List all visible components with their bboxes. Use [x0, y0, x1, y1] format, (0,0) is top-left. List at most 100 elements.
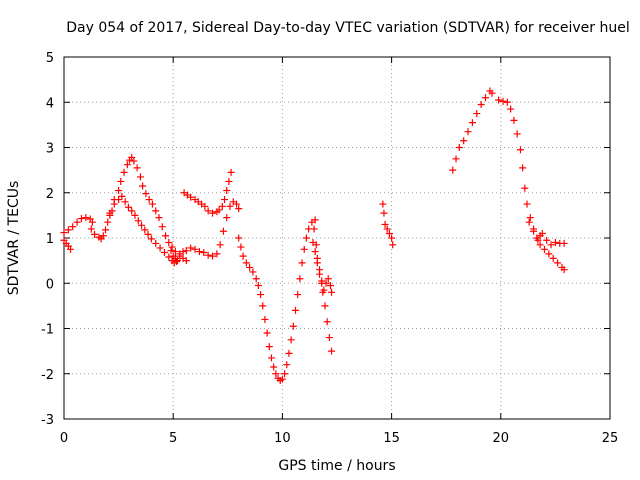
data-point-marker: [77, 215, 85, 223]
data-point-marker: [204, 207, 212, 215]
data-point-marker: [507, 105, 515, 113]
data-point-marker: [323, 318, 331, 326]
data-point-marker: [69, 223, 77, 231]
data-point-marker: [219, 227, 227, 235]
data-point-marker: [464, 128, 472, 136]
data-point-marker: [259, 302, 267, 310]
data-point-marker: [296, 275, 304, 283]
x-tick-label: 25: [602, 431, 619, 446]
data-point-marker: [270, 363, 278, 371]
data-point-marker: [201, 202, 209, 210]
data-point-marker: [254, 282, 262, 290]
data-point-marker: [526, 214, 534, 222]
data-point-marker: [313, 259, 321, 267]
data-point-marker: [473, 110, 481, 118]
data-point-marker: [182, 257, 190, 265]
data-point-marker: [488, 89, 496, 97]
data-point-marker: [115, 196, 123, 204]
data-point-marker: [67, 245, 75, 253]
data-point-marker: [191, 245, 199, 253]
data-point-marker: [162, 232, 170, 240]
data-point-marker: [449, 166, 457, 174]
data-point-marker: [521, 184, 529, 192]
data-point-marker: [123, 161, 131, 169]
data-point-marker: [133, 164, 141, 172]
data-point-marker: [218, 202, 226, 210]
data-point-marker: [543, 236, 551, 244]
data-point-marker: [235, 234, 243, 242]
data-point-marker: [148, 200, 156, 208]
data-point-marker: [104, 218, 112, 226]
data-point-marker: [128, 153, 136, 161]
data-point-marker: [130, 157, 138, 165]
data-point-marker: [235, 205, 243, 213]
data-point-marker: [545, 250, 553, 258]
data-point-marker: [152, 239, 160, 247]
data-point-marker: [221, 196, 229, 204]
data-point-marker: [525, 218, 533, 226]
data-point-marker: [87, 225, 95, 233]
y-tick-label: 0: [46, 277, 54, 292]
x-tick-label: 15: [383, 431, 400, 446]
data-point-marker: [285, 349, 293, 357]
data-point-marker: [252, 275, 260, 283]
data-point-marker: [530, 227, 538, 235]
data-point-marker: [257, 291, 265, 299]
x-tick-label: 20: [493, 431, 510, 446]
data-point-marker: [223, 186, 231, 194]
data-point-marker: [225, 177, 233, 185]
y-axis-title: SDTVAR / TECUs: [6, 181, 22, 296]
data-point-marker: [272, 370, 280, 378]
data-point-marker: [560, 239, 568, 247]
data-point-marker: [452, 155, 460, 163]
data-point-marker: [128, 207, 136, 215]
y-tick-label: 5: [46, 51, 54, 66]
data-point-marker: [152, 207, 160, 215]
data-point-marker: [554, 259, 562, 267]
data-point-marker: [120, 168, 128, 176]
data-point-marker: [289, 322, 297, 330]
data-point-marker: [325, 334, 333, 342]
data-point-marker: [311, 248, 319, 256]
data-point-marker: [389, 241, 397, 249]
data-point-marker: [223, 214, 231, 222]
x-tick-label: 10: [274, 431, 291, 446]
data-point-marker: [73, 218, 81, 226]
data-point-marker: [468, 119, 476, 127]
data-point-marker: [540, 245, 548, 253]
data-point-marker: [519, 164, 527, 172]
data-point-marker: [117, 177, 125, 185]
data-point-marker: [187, 193, 195, 201]
data-point-marker: [145, 196, 153, 204]
data-point-marker: [213, 250, 221, 258]
y-tick-label: -2: [41, 368, 54, 383]
y-tick-label: -3: [41, 413, 54, 428]
data-point-marker: [455, 144, 463, 151]
data-point-marker: [547, 241, 555, 249]
data-point-marker: [226, 202, 234, 210]
data-point-marker: [209, 209, 217, 217]
data-point-marker: [115, 186, 123, 194]
data-point-marker: [300, 245, 308, 253]
data-point-marker: [195, 248, 203, 256]
data-point-marker: [144, 230, 152, 238]
data-point-marker: [513, 130, 521, 138]
data-point-marker: [106, 209, 114, 217]
data-point-marker: [101, 226, 109, 234]
data-point-marker: [233, 200, 241, 208]
data-point-marker: [64, 226, 72, 234]
data-point-marker: [147, 235, 155, 243]
data-point-marker: [242, 259, 250, 267]
data-point-marker: [168, 243, 176, 251]
data-point-marker: [187, 244, 195, 252]
data-point-marker: [281, 370, 289, 378]
data-point-marker: [379, 200, 387, 208]
data-point-marker: [237, 243, 245, 251]
data-point-marker: [302, 234, 310, 242]
data-point-marker: [215, 206, 223, 214]
data-point-marker: [516, 146, 524, 154]
data-point-marker: [322, 279, 330, 287]
grid: [64, 57, 610, 419]
data-point-marker: [200, 248, 208, 256]
